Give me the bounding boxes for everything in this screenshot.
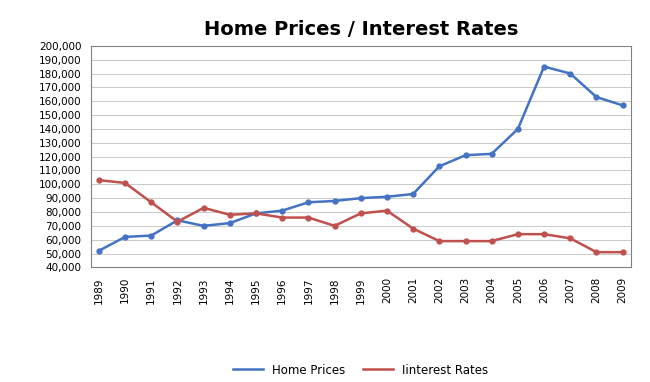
Home Prices: [278, 208, 286, 213]
Home Prices: [226, 221, 234, 225]
Iinterest Rates: [357, 211, 365, 216]
Iinterest Rates: [383, 208, 391, 213]
Home Prices: [514, 127, 522, 131]
Iinterest Rates: [488, 239, 495, 243]
Home Prices: [357, 196, 365, 201]
Home Prices: [566, 71, 574, 76]
Legend: Home Prices, Iinterest Rates: Home Prices, Iinterest Rates: [233, 364, 488, 377]
Title: Home Prices / Interest Rates: Home Prices / Interest Rates: [203, 20, 518, 39]
Iinterest Rates: [410, 226, 417, 231]
Home Prices: [304, 200, 312, 205]
Iinterest Rates: [304, 215, 312, 220]
Home Prices: [121, 235, 129, 239]
Home Prices: [383, 194, 391, 199]
Iinterest Rates: [331, 223, 339, 228]
Home Prices: [95, 249, 103, 253]
Home Prices: [436, 164, 443, 168]
Iinterest Rates: [514, 232, 522, 236]
Home Prices: [540, 64, 548, 69]
Iinterest Rates: [200, 206, 207, 210]
Iinterest Rates: [593, 250, 601, 254]
Iinterest Rates: [121, 181, 129, 185]
Iinterest Rates: [566, 236, 574, 241]
Line: Iinterest Rates: Iinterest Rates: [96, 178, 625, 254]
Iinterest Rates: [148, 200, 155, 205]
Iinterest Rates: [619, 250, 627, 254]
Line: Home Prices: Home Prices: [96, 64, 625, 253]
Iinterest Rates: [95, 178, 103, 183]
Home Prices: [148, 233, 155, 238]
Home Prices: [619, 103, 627, 108]
Iinterest Rates: [174, 219, 181, 224]
Home Prices: [174, 218, 181, 223]
Iinterest Rates: [226, 212, 234, 217]
Home Prices: [331, 199, 339, 203]
Home Prices: [488, 152, 495, 156]
Home Prices: [200, 223, 207, 228]
Iinterest Rates: [462, 239, 469, 243]
Home Prices: [593, 95, 601, 99]
Iinterest Rates: [540, 232, 548, 236]
Iinterest Rates: [252, 211, 260, 216]
Home Prices: [252, 211, 260, 216]
Home Prices: [410, 192, 417, 196]
Iinterest Rates: [436, 239, 443, 243]
Home Prices: [462, 153, 469, 157]
Iinterest Rates: [278, 215, 286, 220]
